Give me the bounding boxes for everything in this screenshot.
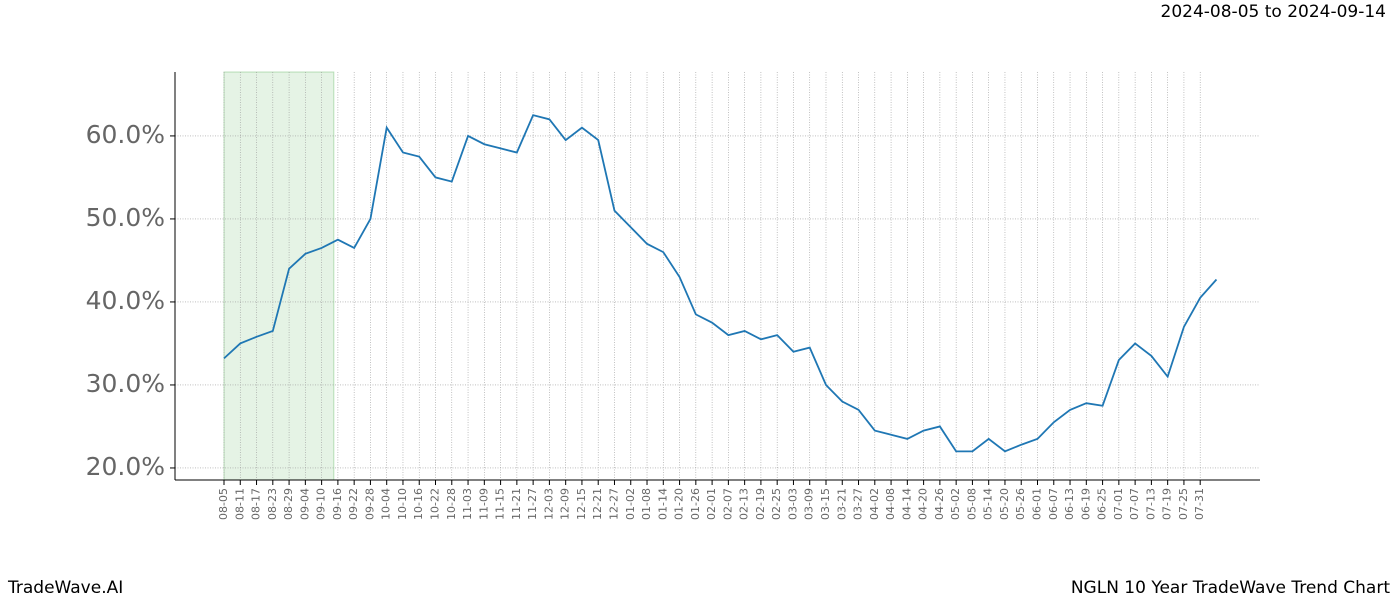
x-tick-label: 02-01 — [705, 488, 718, 520]
x-tick-label: 11-15 — [494, 488, 507, 520]
x-tick-label: 12-27 — [607, 488, 620, 520]
chart-title: NGLN 10 Year TradeWave Trend Chart — [1071, 578, 1390, 598]
x-tick-label: 03-09 — [803, 488, 816, 520]
x-tick-label: 01-20 — [673, 488, 686, 520]
x-tick-label: 04-14 — [900, 488, 913, 520]
x-tick-label: 09-16 — [331, 488, 344, 520]
x-tick-label: 08-17 — [250, 488, 263, 520]
x-tick-label: 08-05 — [217, 488, 230, 520]
trend-line — [223, 114, 1218, 453]
x-tick-label: 02-19 — [754, 488, 767, 520]
brand: TradeWave.AI — [7, 578, 123, 598]
x-tick-label: 01-08 — [640, 488, 653, 520]
x-tick-label: 11-21 — [510, 488, 523, 520]
x-tick-label: 10-10 — [396, 488, 409, 520]
x-tick-label: 12-09 — [559, 488, 572, 520]
x-tick-label: 09-22 — [347, 488, 360, 520]
x-tick-label: 11-09 — [477, 488, 490, 520]
x-tick-label: 05-26 — [1014, 488, 1027, 520]
y-tick-label: 50.0% — [86, 203, 165, 232]
x-tick-label: 03-27 — [852, 488, 865, 520]
x-tick-label: 05-08 — [965, 488, 978, 520]
x-tick-label: 09-10 — [315, 488, 328, 520]
x-tick-label: 10-04 — [380, 488, 393, 520]
chart-subtitle: 2024-08-05 to 2024-09-14 — [1161, 2, 1386, 22]
x-tick-label: 07-19 — [1161, 488, 1174, 520]
x-tick-label: 01-02 — [624, 488, 637, 520]
x-tick-label: 04-20 — [917, 488, 930, 520]
x-tick-label: 12-03 — [542, 488, 555, 520]
x-tick-label: 05-02 — [949, 488, 962, 520]
x-tick-label: 01-26 — [689, 488, 702, 520]
x-tick-label: 11-03 — [461, 488, 474, 520]
y-tick-label: 60.0% — [86, 120, 165, 149]
x-tick-label: 12-15 — [575, 488, 588, 520]
x-tick-label: 04-02 — [868, 488, 881, 520]
x-tick-label: 04-08 — [884, 488, 897, 520]
x-tick-label: 07-07 — [1128, 488, 1141, 520]
x-tick-label: 09-28 — [363, 488, 376, 520]
x-tick-label: 03-21 — [835, 488, 848, 520]
x-tick-label: 06-25 — [1096, 488, 1109, 520]
x-tick-label: 08-29 — [282, 488, 295, 520]
x-tick-label: 07-25 — [1177, 488, 1190, 520]
x-tick-label: 06-19 — [1079, 488, 1092, 520]
x-tick-label: 11-27 — [526, 488, 539, 520]
x-tick-label: 10-22 — [429, 488, 442, 520]
x-tick-label: 06-01 — [1031, 488, 1044, 520]
x-tick-label: 05-20 — [998, 488, 1011, 520]
y-tick-label: 30.0% — [86, 369, 165, 398]
x-tick-label: 12-21 — [591, 488, 604, 520]
y-tick-label: 40.0% — [86, 286, 165, 315]
x-tick-label: 07-31 — [1193, 488, 1206, 520]
x-tick-label: 02-07 — [721, 488, 734, 520]
x-tick-label: 06-07 — [1047, 488, 1060, 520]
x-tick-label: 09-04 — [298, 488, 311, 520]
x-tick-label: 02-13 — [738, 488, 751, 520]
y-tick-label: 20.0% — [86, 452, 165, 481]
x-tick-label: 08-11 — [233, 488, 246, 520]
x-tick-label: 08-23 — [266, 488, 279, 520]
x-tick-label: 03-03 — [786, 488, 799, 520]
x-tick-label: 03-15 — [819, 488, 832, 520]
x-tick-label: 04-26 — [933, 488, 946, 520]
x-tick-label: 10-28 — [445, 488, 458, 520]
x-tick-label: 07-13 — [1144, 488, 1157, 520]
x-tick-label: 05-14 — [982, 488, 995, 520]
x-tick-label: 10-16 — [412, 488, 425, 520]
highlight-band — [223, 71, 335, 481]
x-tick-label: 01-14 — [656, 488, 669, 520]
x-tick-label: 06-13 — [1063, 488, 1076, 520]
x-tick-label: 07-01 — [1112, 488, 1125, 520]
x-tick-label: 02-25 — [770, 488, 783, 520]
